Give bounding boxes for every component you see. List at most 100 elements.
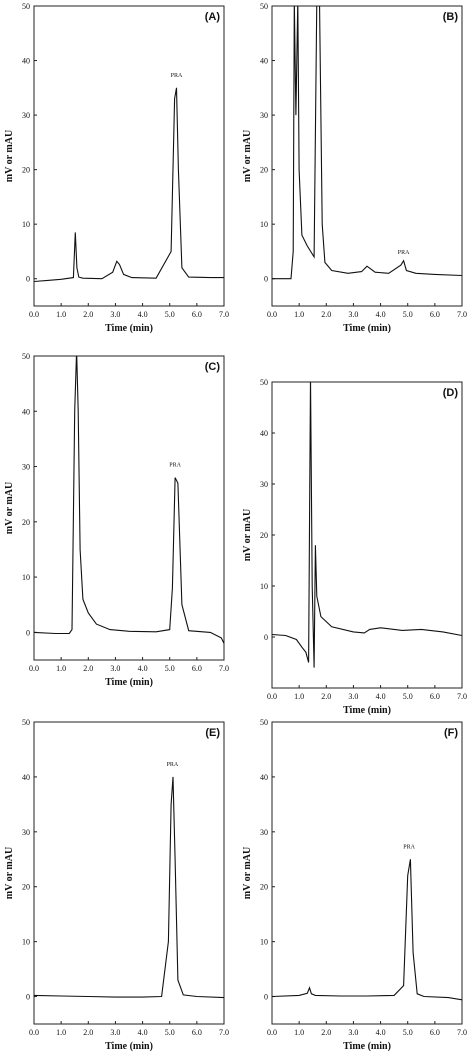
x-tick-label: 7.0: [457, 1028, 467, 1037]
x-tick-label: 1.0: [56, 664, 66, 673]
y-tick-label: 20: [260, 531, 268, 540]
x-tick-label: 7.0: [457, 692, 467, 701]
y-tick-label: 0: [26, 275, 30, 284]
x-axis-title: Time (min): [343, 1041, 391, 1052]
plot-frame: [33, 355, 225, 661]
x-tick-label: 0.0: [267, 310, 277, 319]
x-tick-label: 3.0: [348, 310, 358, 319]
y-axis-title: mV or mAU: [4, 130, 15, 182]
x-tick-label: 4.0: [376, 692, 386, 701]
x-axis-title: Time (min): [105, 1041, 153, 1052]
x-tick-label: 4.0: [376, 310, 386, 319]
x-axis-title: Time (min): [105, 323, 153, 334]
x-tick-label: 4.0: [376, 1028, 386, 1037]
x-tick-label: 5.0: [403, 310, 413, 319]
y-tick-label: 50: [22, 2, 30, 11]
x-tick-label: 5.0: [165, 310, 175, 319]
chromatogram-trace: [272, 6, 462, 280]
y-axis-title: mV or mAU: [242, 847, 253, 899]
y-tick-label: 10: [260, 938, 268, 947]
y-tick-label: 30: [260, 111, 268, 120]
x-tick-label: 0.0: [29, 664, 39, 673]
y-tick-label: 0: [264, 993, 268, 1002]
x-tick-label: 6.0: [192, 310, 202, 319]
plot-frame: [33, 721, 225, 1025]
x-tick-label: 1.0: [294, 692, 304, 701]
y-tick-label: 10: [22, 938, 30, 947]
x-tick-label: 2.0: [83, 664, 93, 673]
y-tick-label: 10: [22, 573, 30, 582]
y-tick-label: 50: [260, 2, 268, 11]
y-tick-label: 30: [260, 480, 268, 489]
peak-label-pra: PRA: [171, 73, 183, 79]
x-tick-label: 3.0: [348, 692, 358, 701]
y-tick-label: 20: [22, 166, 30, 175]
x-tick-label: 2.0: [83, 1028, 93, 1037]
x-tick-label: 1.0: [294, 310, 304, 319]
panel-label: (C): [205, 361, 221, 373]
y-tick-label: 40: [260, 57, 268, 66]
chromatogram-trace: [272, 382, 462, 668]
y-tick-label: 20: [22, 518, 30, 527]
y-tick-label: 10: [260, 220, 268, 229]
y-tick-label: 50: [22, 718, 30, 727]
y-tick-label: 30: [260, 828, 268, 837]
chart-panel-c: 0 10 20 30 40 50 0.0 1.0 2.0 3.0 4.0 5.0 6.0 7.0 Time …: [4, 352, 229, 688]
peak-label-pra: PRA: [403, 844, 415, 850]
chromatogram-trace: [34, 87, 224, 283]
x-tick-label: 5.0: [403, 1028, 413, 1037]
x-tick-label: 7.0: [219, 310, 229, 319]
y-tick-label: 40: [22, 57, 30, 66]
x-tick-label: 4.0: [138, 1028, 148, 1037]
y-tick-label: 50: [22, 352, 30, 361]
y-axis-title: mV or mAU: [242, 130, 253, 182]
x-tick-label: 6.0: [192, 1028, 202, 1037]
x-tick-label: 1.0: [56, 1028, 66, 1037]
plot-frame: [271, 381, 463, 689]
y-tick-label: 0: [264, 275, 268, 284]
panel-label: (E): [205, 727, 220, 739]
x-tick-label: 5.0: [403, 692, 413, 701]
y-tick-label: 20: [260, 166, 268, 175]
y-tick-label: 20: [22, 883, 30, 892]
x-axis-title: Time (min): [105, 677, 153, 688]
x-tick-label: 1.0: [56, 310, 66, 319]
y-tick-label: 40: [260, 773, 268, 782]
y-tick-label: 30: [22, 828, 30, 837]
peak-label-pra: PRA: [398, 250, 410, 256]
y-tick-label: 0: [264, 633, 268, 642]
x-tick-label: 6.0: [192, 664, 202, 673]
x-tick-label: 5.0: [165, 1028, 175, 1037]
x-tick-label: 3.0: [110, 664, 120, 673]
y-tick-label: 40: [22, 773, 30, 782]
chromatogram-trace: [34, 356, 224, 644]
x-tick-label: 3.0: [348, 1028, 358, 1037]
x-tick-label: 7.0: [219, 1028, 229, 1037]
y-axis-title: mV or mAU: [4, 847, 15, 899]
y-tick-label: 30: [22, 111, 30, 120]
y-tick-label: 0: [26, 628, 30, 637]
plot-frame: [271, 721, 463, 1025]
x-axis-title: Time (min): [343, 705, 391, 716]
x-tick-label: 0.0: [29, 1028, 39, 1037]
panel-label: (D): [443, 387, 459, 399]
chart-panel-e: 0 10 20 30 40 50 0.0 1.0 2.0 3.0 4.0 5.0 6.0 7.0 Time …: [4, 718, 229, 1052]
y-axis-title: mV or mAU: [242, 509, 253, 561]
y-tick-label: 10: [22, 220, 30, 229]
x-tick-label: 1.0: [294, 1028, 304, 1037]
x-tick-label: 0.0: [29, 310, 39, 319]
x-tick-label: 3.0: [110, 1028, 120, 1037]
x-tick-label: 2.0: [321, 310, 331, 319]
chart-panel-f: 0 10 20 30 40 50 0.0 1.0 2.0 3.0 4.0 5.0 6.0 7.0 Time …: [242, 718, 467, 1052]
panel-label: (B): [443, 11, 459, 23]
chromatogram-trace: [34, 776, 224, 999]
y-tick-label: 0: [26, 993, 30, 1002]
panel-label: (F): [444, 727, 458, 739]
x-tick-label: 7.0: [219, 664, 229, 673]
x-tick-label: 2.0: [321, 692, 331, 701]
panel-label: (A): [205, 11, 221, 23]
plot-frame: [271, 5, 463, 307]
plot-frame: [33, 5, 225, 307]
y-tick-label: 20: [260, 883, 268, 892]
